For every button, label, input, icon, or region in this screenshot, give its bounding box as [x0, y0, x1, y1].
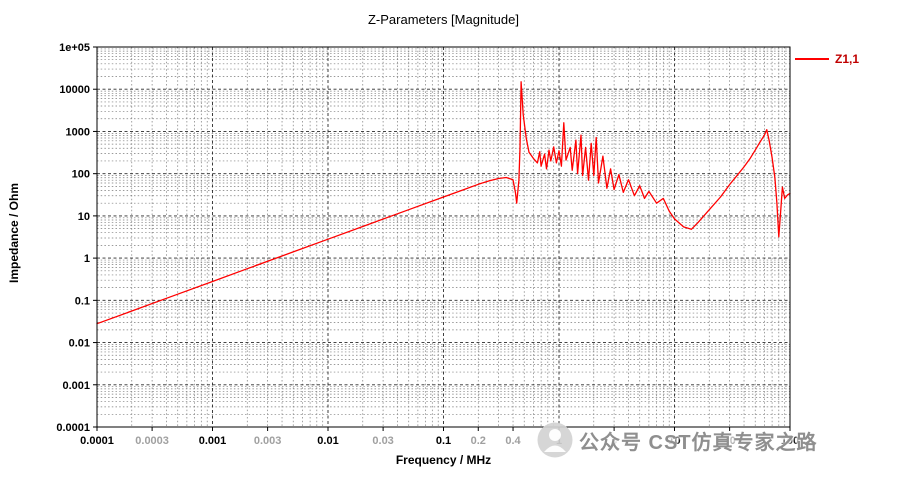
legend: Z1,1 — [795, 52, 859, 66]
y-tick-label: 0.1 — [75, 295, 90, 307]
x-tick-label: 0.01 — [317, 435, 338, 447]
curve-Z1,1 — [96, 81, 791, 325]
grid-major — [96, 46, 791, 428]
x-tick-label: 1 — [556, 435, 562, 447]
legend-label-z11: Z1,1 — [835, 52, 860, 66]
x-tick-label: 30 — [723, 435, 735, 447]
x-axis-title: Frequency / MHz — [395, 453, 492, 467]
x-tick-label: 0.4 — [505, 435, 521, 447]
x-tick-label: 100 — [781, 435, 799, 447]
y-tick-label: 0.01 — [69, 338, 90, 350]
y-tick-label: 1e+05 — [59, 42, 90, 54]
axis-tick-labels: 0.0001 0.0003 0.001 0.003 0.01 0.03 0.1 0.2 0.4 1… — [56, 42, 799, 447]
y-tick-label: 10 — [78, 211, 90, 223]
y-tick-label: 0.001 — [62, 380, 90, 392]
y-tick-label: 10000 — [59, 84, 90, 96]
axis-ticks — [93, 46, 791, 431]
x-tick-label: 10 — [668, 435, 680, 447]
x-tick-label: 0.003 — [254, 435, 282, 447]
y-tick-label: 1000 — [66, 126, 90, 138]
x-tick-label: 0.03 — [372, 435, 393, 447]
x-tick-label: 0.2 — [471, 435, 486, 447]
y-tick-label: 1 — [84, 253, 90, 265]
legend-line-sample — [795, 58, 829, 60]
y-tick-label: 0.0001 — [56, 422, 90, 434]
x-tick-label: 0.0003 — [135, 435, 169, 447]
chart-title: Z-Parameters [Magnitude] — [367, 12, 519, 27]
x-tick-label: 0.0001 — [80, 435, 114, 447]
x-tick-label: 3 — [611, 435, 617, 447]
y-tick-label: 100 — [72, 169, 90, 181]
x-tick-label: 0.001 — [199, 435, 227, 447]
x-tick-label: 0.1 — [436, 435, 451, 447]
